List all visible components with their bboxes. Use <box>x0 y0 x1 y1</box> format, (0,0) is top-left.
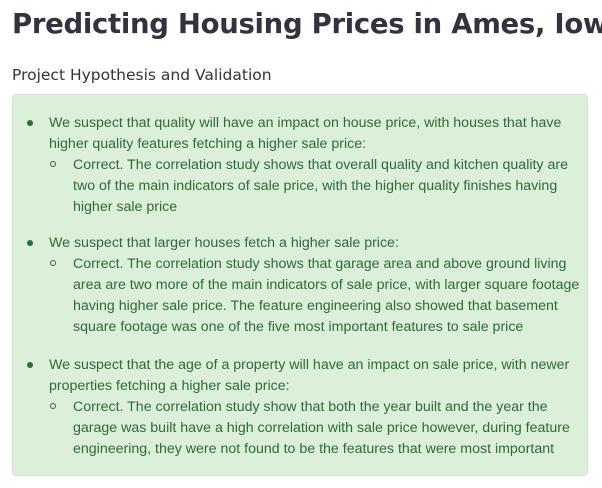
success-callout: We suspect that quality will have an imp… <box>12 94 588 476</box>
validation-text: Correct. The correlation study shows tha… <box>73 256 580 335</box>
validation-text: Correct. The correlation study shows tha… <box>73 157 568 215</box>
bullet-icon <box>27 120 33 126</box>
hypothesis-text: We suspect that the age of a property wi… <box>49 357 570 394</box>
sub-bullet-icon <box>50 161 56 167</box>
bullet-icon <box>27 362 33 368</box>
sub-bullet-icon <box>50 403 56 409</box>
bullet-icon <box>27 240 33 246</box>
section-heading: Project Hypothesis and Validation <box>12 66 272 84</box>
page-title: Predicting Housing Prices in Ames, Iowa <box>12 8 602 40</box>
hypothesis-text: We suspect that quality will have an imp… <box>49 115 562 152</box>
sub-bullet-icon <box>50 260 56 266</box>
validation-text: Correct. The correlation study show that… <box>73 399 570 457</box>
hypothesis-text: We suspect that larger houses fetch a hi… <box>49 235 399 251</box>
